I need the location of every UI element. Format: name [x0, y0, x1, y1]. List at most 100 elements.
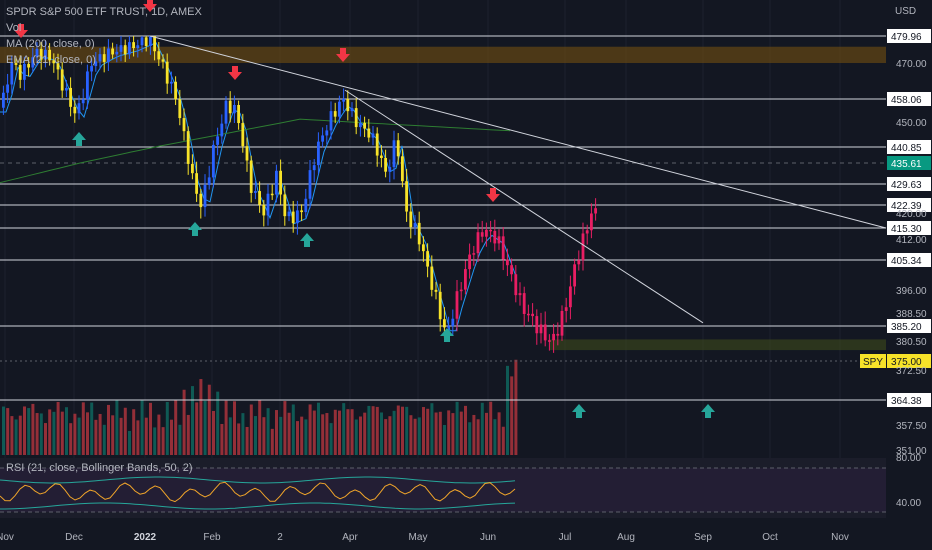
candle-body-36: [153, 36, 156, 52]
candle-body-115: [485, 229, 488, 237]
candle-body-17: [73, 106, 77, 114]
x-label-12: Nov: [831, 532, 849, 543]
moving-averages: [0, 42, 517, 332]
axis-tick-9: 351.00: [896, 446, 927, 457]
price-axis[interactable]: USD 479.96 458.06 440.85 429.63 422.39 415.30…: [860, 6, 931, 509]
spy-badge: [860, 354, 886, 368]
candle-body-89: [375, 133, 379, 156]
ema21-line: [0, 42, 517, 332]
volume-bar-31: [132, 409, 136, 455]
candle-body-114: [480, 232, 484, 237]
legend-ema: EMA (21, close, 0): [6, 54, 96, 66]
level-label-8: 364.38: [891, 396, 922, 407]
candle-body-15: [65, 87, 68, 91]
candle-body-125: [527, 313, 530, 316]
volume-bar-45: [191, 386, 194, 455]
volume-bar-24: [102, 424, 106, 455]
volume-bar-86: [363, 412, 367, 455]
volume-bar-65: [275, 410, 278, 455]
candle-body-85: [359, 122, 362, 128]
rsi-tick-1: 40.00: [896, 498, 921, 509]
arrow-down-0: [14, 24, 28, 38]
last-price-tag: [887, 156, 931, 170]
zones: [0, 46, 886, 351]
volume-bar-21: [90, 402, 94, 455]
candle-body-26: [111, 48, 114, 55]
volume-bar-91: [384, 419, 388, 455]
last-price-label: 435.61: [891, 159, 922, 170]
volume-bar-116: [489, 401, 493, 455]
candle-body-134: [564, 307, 568, 311]
candle-body-40: [170, 81, 173, 84]
candle-body-20: [86, 71, 89, 100]
axis-tick-4: 396.00: [896, 286, 927, 297]
volume-bar-119: [501, 426, 505, 455]
candle-body-93: [392, 140, 396, 168]
arrow-up-3: [440, 328, 454, 342]
volume-bar-17: [73, 413, 77, 455]
candle-body-75: [317, 141, 320, 166]
candle-body-103: [434, 289, 438, 292]
candle-body-4: [18, 64, 22, 80]
candle-body-55: [233, 104, 236, 114]
volume-bar-110: [464, 405, 467, 455]
candle-body-66: [279, 170, 282, 195]
candle-body-88: [371, 133, 375, 138]
time-axis[interactable]: Nov Dec 2022 Feb 2 Apr May Jun Jul Aug Sep Oct Nov: [0, 532, 849, 543]
candle-body-60: [254, 191, 257, 193]
candle-body-118: [497, 236, 501, 244]
axis-tick-2: 420.00: [896, 209, 927, 220]
x-label-1: Dec: [65, 532, 83, 543]
volume-bar-0: [2, 406, 5, 455]
level-label-0: 479.96: [891, 32, 922, 43]
volume-bar-6: [27, 408, 31, 455]
candle-body-27: [115, 51, 119, 55]
volume-bar-22: [94, 419, 98, 455]
candle-body-39: [165, 61, 169, 84]
volume-bar-104: [438, 411, 442, 455]
volume-bar-56: [237, 423, 241, 455]
horizontal-levels[interactable]: [0, 35, 886, 401]
volume-bar-40: [170, 419, 173, 455]
axis-tick-3: 412.00: [896, 235, 927, 246]
level-tag-7: [887, 319, 931, 333]
candle-body-81: [342, 98, 345, 102]
volume-bar-27: [115, 400, 119, 455]
volume-bar-57: [241, 413, 245, 455]
volume-bar-35: [149, 402, 152, 455]
legend-vol: Vol: [6, 22, 22, 34]
volume-bar-1: [6, 408, 10, 455]
x-label-8: Jul: [559, 532, 572, 543]
candle-body-130: [548, 340, 551, 342]
candle-body-86: [363, 122, 366, 129]
candle-body-102: [430, 266, 434, 290]
candle-body-32: [136, 45, 140, 49]
signal-arrows: [14, 0, 715, 418]
volume-bar-48: [203, 400, 207, 455]
volume-bar-20: [86, 412, 89, 455]
candle-body-30: [128, 42, 131, 55]
candle-body-46: [195, 173, 198, 194]
volume-bar-25: [107, 404, 110, 455]
candle-body-16: [69, 87, 72, 107]
volume-bar-34: [144, 417, 148, 455]
volume-bar-68: [287, 412, 291, 455]
candle-body-69: [291, 211, 295, 224]
candle-body-73: [308, 170, 312, 199]
spy-badge-label: SPY: [863, 357, 883, 368]
rsi-bb-lower: [0, 502, 516, 510]
volume-bar-70: [296, 421, 299, 455]
candle-body-14: [60, 69, 64, 91]
candle-body-62: [262, 204, 266, 216]
candle-body-59: [249, 160, 253, 193]
candle-body-137: [577, 260, 581, 265]
trendlines[interactable]: [149, 35, 887, 324]
candle-body-12: [52, 60, 56, 64]
volume-bar-38: [161, 427, 165, 455]
candle-body-61: [258, 191, 261, 205]
candle-body-101: [426, 251, 429, 267]
candle-body-65: [275, 170, 278, 195]
level-tag-2: [887, 140, 931, 154]
candle-body-0: [2, 92, 5, 108]
